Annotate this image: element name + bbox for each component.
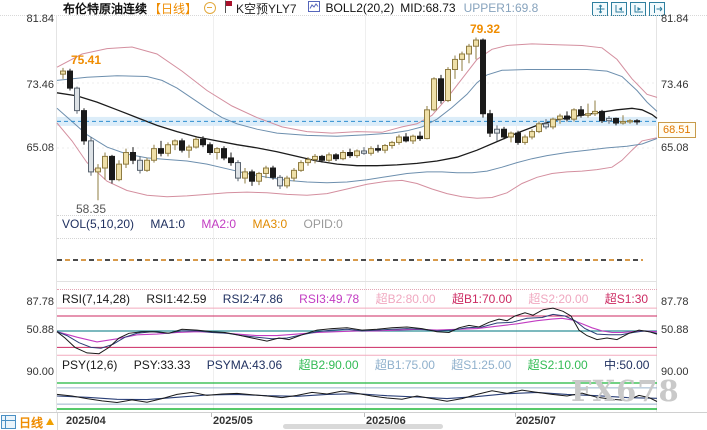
rsi-axis-label: 50.88 <box>661 324 689 336</box>
price-axis-label: 81.84 <box>661 13 689 25</box>
psy-name: PSY(12,6) <box>62 358 118 372</box>
date-label: 2025/05 <box>213 415 253 427</box>
grid-settings-icon[interactable] <box>1 415 16 429</box>
month-gridline <box>365 16 366 410</box>
rsi-overbought1: 超B1:70.00 <box>451 292 512 306</box>
zoom-out-time-icon[interactable] <box>630 2 646 16</box>
psy-axis-label: 90.00 <box>26 366 54 378</box>
watermark: FX678 <box>571 374 680 408</box>
rsi2-value: RSI2:47.86 <box>222 292 283 306</box>
right-pane-border <box>656 15 657 412</box>
rsi-axis-label: 87.78 <box>26 296 54 308</box>
month-tick <box>211 413 212 417</box>
rsi-pane-top-border <box>57 289 657 290</box>
rsi-axis-label: 87.78 <box>661 296 689 308</box>
price-axis-label: 73.46 <box>661 79 689 91</box>
boll-indicator-label: BOLL2(20,2) <box>325 1 395 15</box>
annotation-swing-low: 58.35 <box>76 202 107 217</box>
vol-ma1: MA1:0 <box>150 217 186 231</box>
price-axis-label: 65.08 <box>26 142 54 154</box>
month-gridline <box>213 16 214 410</box>
month-tick <box>364 413 365 417</box>
period-dropdown-arrow-icon[interactable] <box>46 418 54 425</box>
move-tool-icon[interactable] <box>592 2 608 16</box>
vol-name: VOL(5,10,20) <box>62 217 135 231</box>
vol-pane-bottom-border <box>57 281 657 282</box>
vol-indicator-row: VOL(5,10,20) MA1:0 MA2:0 MA3:0 OPID:0 <box>62 217 356 231</box>
psy-overbought2: 超B2:90.00 <box>298 358 359 372</box>
flag-marker-icon[interactable] <box>224 0 233 16</box>
psy-oversold1: 超S1:25.00 <box>451 358 512 372</box>
boll-upper-value: UPPER1:69.8 <box>463 1 539 15</box>
symbol-title: 布伦特原油连续 <box>63 1 148 16</box>
rsi-indicator-row: RSI(7,14,28) RSI1:42.59 RSI2:47.86 RSI3:… <box>62 290 661 307</box>
psy-axis-label: 90.00 <box>661 366 689 378</box>
main-pane-top-border <box>0 15 707 16</box>
vol-gridline <box>57 238 657 239</box>
psyma-value: PSYMA:43.06 <box>206 358 283 372</box>
rsi-name: RSI(7,14,28) <box>62 292 131 306</box>
boll-mid-value: MID:68.73 <box>400 1 456 15</box>
psy-chart[interactable] <box>56 362 658 412</box>
psy-mid: 中:50.00 <box>604 358 650 372</box>
current-price-badge: 68.51 <box>658 122 696 138</box>
price-axis-label: 81.84 <box>26 13 54 25</box>
left-pane-border <box>56 15 57 412</box>
rsi-oversold1: 超S1:30 <box>604 292 649 306</box>
vol-ma2: MA2:0 <box>201 217 237 231</box>
annotation-swing-high: 75.41 <box>71 52 102 67</box>
psy-indicator-row: PSY(12,6) PSY:33.33 PSYMA:43.06 超B2:90.0… <box>62 356 662 373</box>
psy-overbought1: 超B1:75.00 <box>374 358 435 372</box>
psy-value: PSY:33.33 <box>133 358 191 372</box>
vol-zero-line <box>57 259 643 261</box>
drawing-tool-label: K空预YLY7 <box>236 1 297 16</box>
date-label: 2025/07 <box>516 415 556 427</box>
indicator-chart-icon[interactable] <box>307 1 320 15</box>
month-tick <box>515 413 516 417</box>
time-axis-bar: 日线 2025/04 2025/05 2025/06 2025/07 <box>0 413 707 430</box>
vol-opid: OPID:0 <box>303 217 343 231</box>
period-selector[interactable]: 日线 <box>19 416 44 430</box>
psy-oversold2: 超S2:10.00 <box>527 358 588 372</box>
vol-ma3: MA3:0 <box>252 217 288 231</box>
rsi-oversold2: 超S2:20.00 <box>528 292 589 306</box>
rsi-chart[interactable] <box>56 302 658 360</box>
chart-toolbar <box>592 2 665 16</box>
date-label: 2025/04 <box>66 415 106 427</box>
rsi3-value: RSI3:49.78 <box>299 292 360 306</box>
main-candlestick-chart[interactable] <box>56 15 658 215</box>
rsi1-value: RSI1:42.59 <box>146 292 207 306</box>
vol-pane-top-border <box>57 215 657 216</box>
horizontal-scrollbar-thumb[interactable] <box>283 424 443 429</box>
period-tag: 【日线】 <box>149 1 198 16</box>
footer-divider <box>57 413 58 430</box>
collapse-circle-icon[interactable] <box>204 2 217 14</box>
price-axis-label: 65.08 <box>661 142 689 154</box>
price-axis-label: 73.46 <box>26 79 54 91</box>
zoom-in-time-icon[interactable] <box>611 2 627 16</box>
rsi-axis-label: 50.88 <box>26 324 54 336</box>
footer-separator <box>0 412 707 413</box>
month-gridline <box>516 16 517 410</box>
header-bar: 布伦特原油连续 【日线】 K空预YLY7 BOLL2(20,2) MID:68.… <box>0 0 707 16</box>
annotation-peak-high: 79.32 <box>470 21 501 36</box>
rsi-overbought2: 超B2:80.00 <box>375 292 436 306</box>
